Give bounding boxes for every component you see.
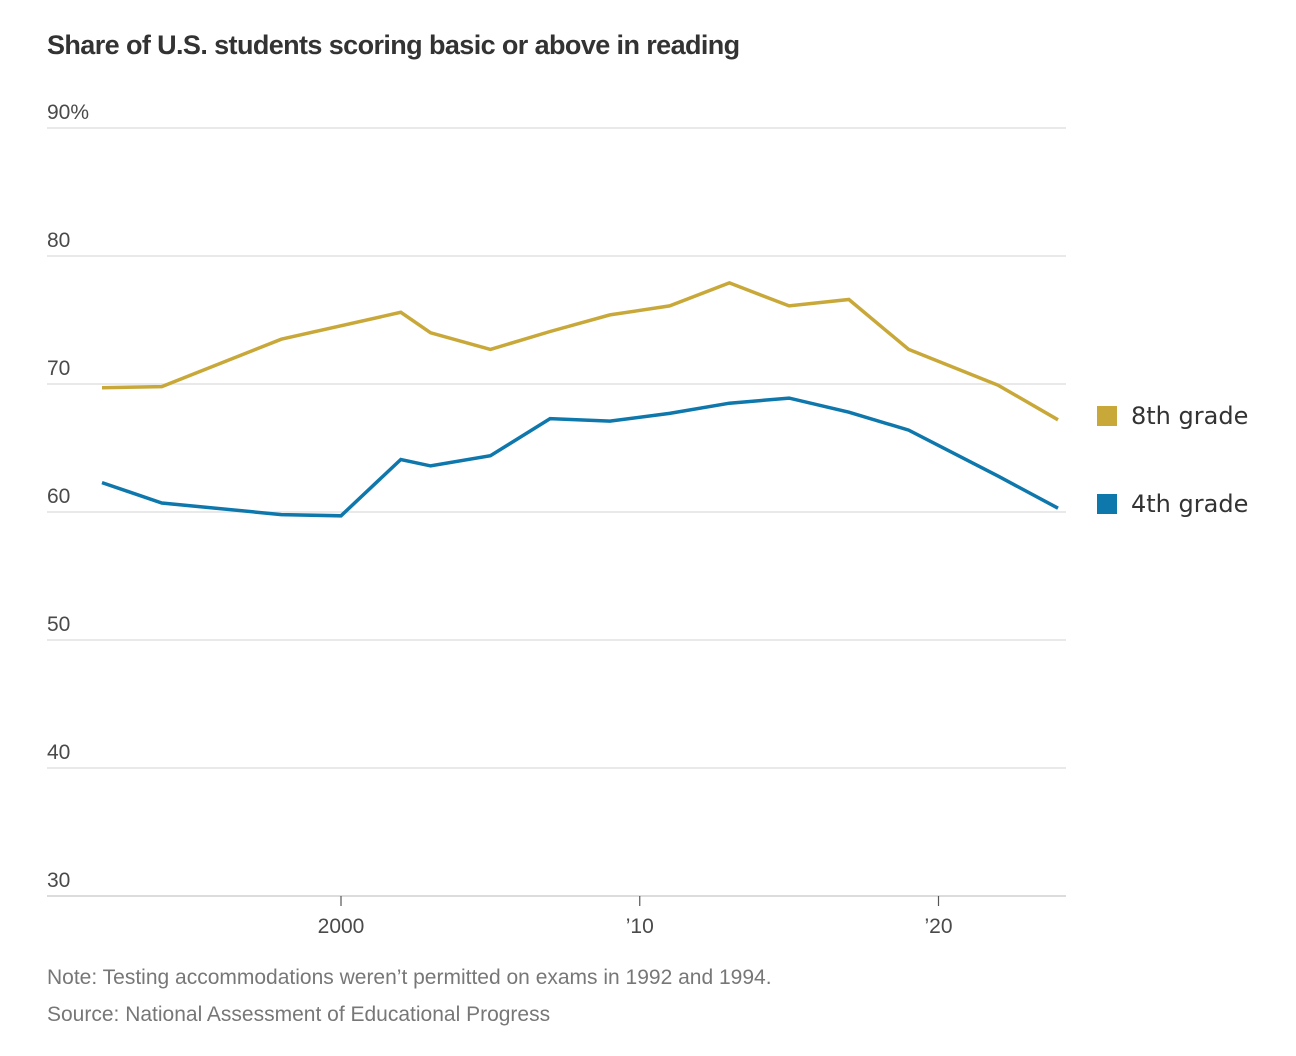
- y-tick-label: 40: [47, 741, 70, 764]
- gridlines: [47, 127, 1066, 897]
- legend-swatch: [1097, 406, 1117, 426]
- y-tick-label: 50: [47, 613, 70, 636]
- y-axis-ticks: 90% 80 70 60 50 40 30: [47, 101, 89, 892]
- chart-note: Note: Testing accommodations weren’t per…: [47, 966, 772, 989]
- chart-source: Source: National Assessment of Education…: [47, 1003, 551, 1026]
- y-tick-label: 90%: [47, 101, 89, 124]
- chart-title: Share of U.S. students scoring basic or …: [47, 30, 740, 60]
- legend-label: 8th grade: [1131, 402, 1248, 430]
- legend: 8th grade 4th grade: [1097, 402, 1248, 518]
- series-lines: [101, 281, 1059, 518]
- y-tick-label: 30: [47, 869, 70, 892]
- legend-swatch: [1097, 494, 1117, 514]
- x-tick-label: ’20: [924, 915, 952, 938]
- y-tick-label: 60: [47, 485, 70, 508]
- x-tick-label: ’10: [626, 915, 654, 938]
- legend-label: 4th grade: [1131, 490, 1248, 518]
- y-tick-label: 70: [47, 357, 70, 380]
- series-line-8th-grade: [101, 281, 1059, 422]
- series-line-4th-grade: [101, 396, 1059, 518]
- y-tick-label: 80: [47, 229, 70, 252]
- x-axis: 2000 ’10 ’20: [318, 896, 953, 938]
- x-tick-label: 2000: [318, 915, 365, 938]
